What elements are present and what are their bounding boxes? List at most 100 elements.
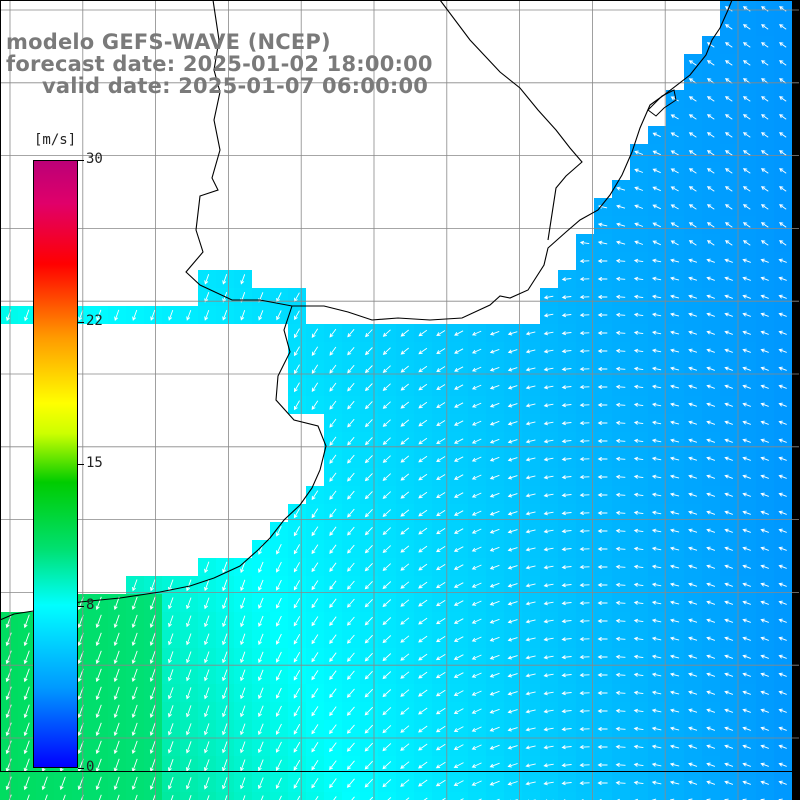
wind-vector-arrow bbox=[23, 668, 30, 683]
wind-vector-arrow bbox=[347, 329, 355, 338]
wind-vector-arrow bbox=[525, 475, 536, 480]
wind-vector-arrow bbox=[724, 186, 733, 192]
wind-vector-arrow bbox=[329, 598, 337, 608]
wind-speed-cell bbox=[342, 792, 360, 800]
wind-vector-arrow bbox=[364, 724, 374, 734]
wind-vector-arrow bbox=[489, 726, 500, 732]
wind-vector-arrow bbox=[688, 294, 698, 299]
colorbar-tick-mark bbox=[78, 322, 84, 324]
wind-vector-arrow bbox=[489, 690, 500, 696]
wind-vector-arrow bbox=[168, 633, 174, 646]
wind-vector-arrow bbox=[23, 614, 30, 629]
wind-vector-arrow bbox=[293, 759, 301, 771]
wind-vector-arrow bbox=[670, 132, 679, 138]
wind-vector-arrow bbox=[561, 511, 572, 516]
wind-vector-arrow bbox=[742, 42, 751, 48]
wind-vector-arrow bbox=[760, 780, 769, 785]
wind-vector-arrow bbox=[561, 313, 572, 318]
wind-vector-arrow bbox=[543, 529, 554, 534]
wind-vector-arrow bbox=[329, 670, 337, 681]
wind-speed-cell bbox=[792, 234, 800, 252]
wind-vector-arrow bbox=[507, 457, 518, 462]
wind-vector-arrow bbox=[5, 722, 12, 737]
wind-vector-arrow bbox=[706, 312, 715, 317]
wind-vector-arrow bbox=[347, 562, 355, 572]
wind-vector-arrow bbox=[382, 455, 391, 463]
wind-vector-arrow bbox=[561, 637, 572, 642]
wind-vector-arrow bbox=[347, 472, 355, 482]
wind-vector-arrow bbox=[543, 511, 554, 516]
wind-vector-arrow bbox=[688, 150, 697, 156]
wind-vector-arrow bbox=[742, 240, 751, 246]
wind-vector-arrow bbox=[724, 114, 733, 120]
wind-vector-arrow bbox=[597, 564, 608, 570]
wind-vector-arrow bbox=[311, 382, 319, 392]
wind-vector-arrow bbox=[724, 204, 733, 210]
wind-vector-arrow bbox=[651, 672, 662, 677]
wind-vector-arrow bbox=[633, 456, 644, 461]
colorbar-tick-mark bbox=[78, 464, 84, 465]
wind-vector-arrow bbox=[507, 421, 518, 426]
wind-vector-arrow bbox=[95, 776, 102, 791]
wind-vector-arrow bbox=[688, 312, 698, 317]
wind-speed-cell bbox=[792, 216, 800, 234]
wind-speed-cell bbox=[792, 504, 800, 522]
wind-vector-arrow bbox=[615, 744, 626, 749]
wind-vector-arrow bbox=[203, 741, 210, 754]
wind-vector-arrow bbox=[579, 475, 590, 480]
wind-vector-arrow bbox=[742, 132, 751, 138]
wind-speed-cell bbox=[126, 792, 144, 800]
wind-vector-arrow bbox=[293, 526, 300, 537]
wind-vector-arrow bbox=[670, 420, 680, 425]
wind-vector-arrow bbox=[258, 705, 264, 718]
wind-vector-arrow bbox=[561, 277, 572, 282]
wind-vector-arrow bbox=[688, 690, 698, 695]
wind-vector-arrow bbox=[688, 582, 698, 587]
wind-vector-arrow bbox=[435, 725, 446, 733]
wind-vector-arrow bbox=[579, 529, 590, 534]
colorbar-tick-mark bbox=[78, 160, 84, 161]
wind-vector-arrow bbox=[347, 508, 355, 518]
wind-vector-arrow bbox=[742, 186, 751, 192]
wind-vector-arrow bbox=[275, 597, 282, 609]
wind-vector-arrow bbox=[543, 457, 554, 462]
wind-vector-arrow bbox=[364, 688, 374, 698]
wind-vector-arrow bbox=[453, 510, 464, 516]
wind-vector-arrow bbox=[311, 742, 319, 753]
wind-vector-arrow bbox=[525, 745, 536, 750]
wind-speed-cell bbox=[792, 90, 800, 108]
wind-vector-arrow bbox=[597, 384, 608, 390]
wind-vector-arrow bbox=[633, 636, 644, 641]
wind-vector-arrow bbox=[435, 672, 446, 679]
wind-vector-arrow bbox=[688, 420, 698, 425]
wind-vector-arrow bbox=[706, 96, 715, 102]
wind-vector-arrow bbox=[471, 780, 482, 786]
wind-vector-arrow bbox=[276, 526, 282, 537]
wind-vector-arrow bbox=[507, 637, 518, 642]
wind-vector-arrow bbox=[113, 704, 120, 719]
wind-vector-arrow bbox=[222, 687, 228, 700]
wind-vector-arrow bbox=[706, 672, 716, 677]
wind-vector-arrow bbox=[651, 276, 662, 281]
wind-vector-arrow bbox=[382, 527, 392, 536]
wind-speed-cell bbox=[630, 792, 648, 800]
wind-vector-arrow bbox=[778, 348, 787, 353]
wind-speed-cell bbox=[792, 756, 800, 774]
wind-vector-arrow bbox=[400, 725, 410, 733]
wind-speed-cell bbox=[792, 306, 800, 324]
wind-speed-cell bbox=[288, 792, 306, 800]
wind-vector-arrow bbox=[651, 402, 662, 407]
wind-vector-arrow bbox=[688, 186, 697, 192]
wind-vector-arrow bbox=[543, 637, 554, 642]
wind-vector-arrow bbox=[435, 654, 446, 661]
wind-vector-arrow bbox=[382, 473, 392, 482]
wind-vector-arrow bbox=[633, 384, 644, 389]
wind-vector-arrow bbox=[634, 204, 644, 209]
wind-vector-arrow bbox=[760, 708, 769, 713]
wind-vector-arrow bbox=[706, 600, 716, 605]
wind-vector-arrow bbox=[240, 561, 246, 574]
wind-vector-arrow bbox=[760, 312, 769, 317]
wind-vector-arrow bbox=[616, 186, 626, 191]
wind-vector-arrow bbox=[275, 723, 282, 735]
wind-vector-arrow bbox=[706, 654, 716, 659]
